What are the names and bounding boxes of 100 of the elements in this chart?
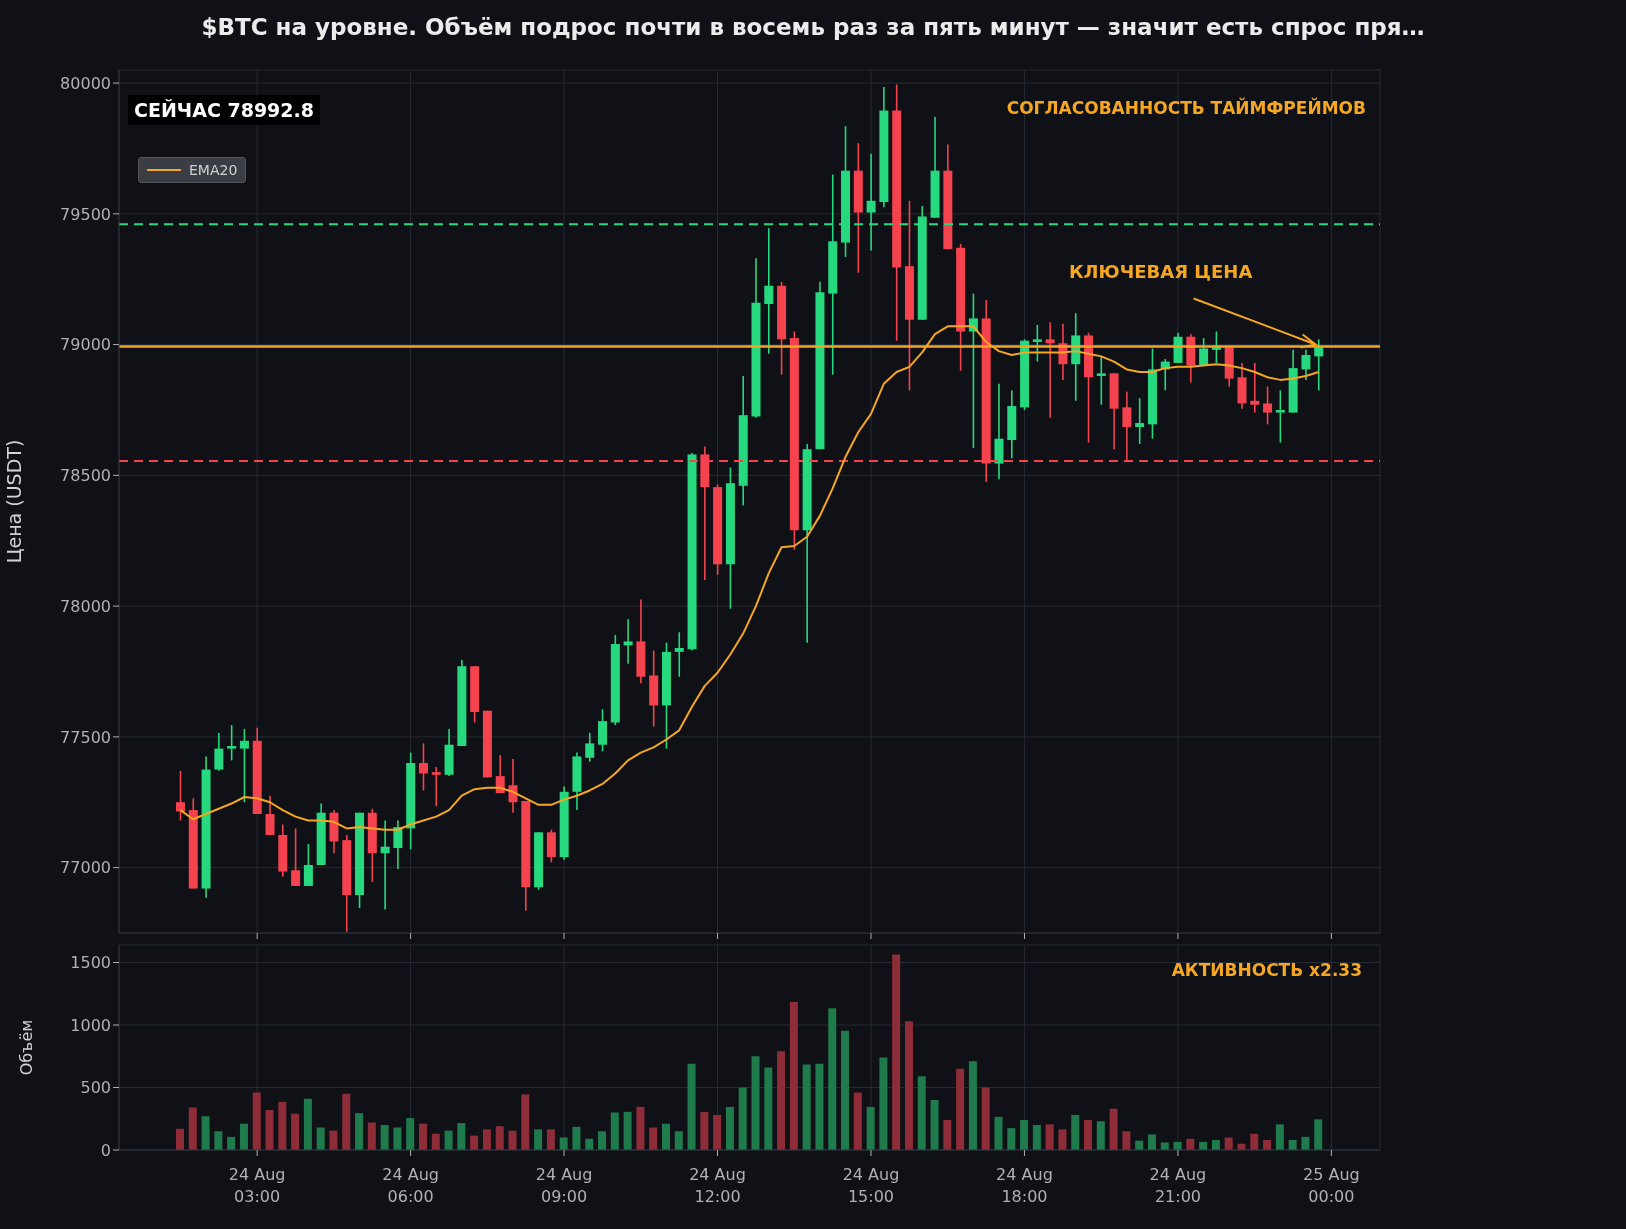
bar [738,1087,747,1150]
candlestick [175,770,185,822]
bar [457,1123,466,1150]
bar [329,1130,338,1150]
y-tick-label: 1500 [70,953,111,973]
bar [214,1131,223,1150]
bar [252,1092,261,1150]
x-tick-label: 24 Aug 21:00 [1149,1165,1207,1206]
candlestick [1045,321,1055,419]
candlestick [1096,355,1106,406]
bar [841,1030,850,1150]
bar [674,1131,683,1150]
bar [418,1123,427,1150]
candlestick [303,843,313,887]
candlestick [674,631,684,678]
candlestick [1032,324,1042,363]
bar [828,1008,837,1150]
bar [1109,1108,1118,1150]
bar [508,1130,517,1150]
bar [1211,1140,1220,1150]
bar [265,1110,274,1150]
y-tick-label: 80000 [60,73,111,93]
bar [725,1106,734,1150]
bar [470,1135,479,1150]
candlestick [393,819,403,870]
bar [1288,1140,1297,1150]
bar [367,1122,376,1150]
bar [649,1127,658,1150]
candlestick [1199,337,1209,367]
bar [239,1123,248,1150]
bar [342,1093,351,1150]
y-tick-label: 78500 [60,466,111,486]
candlestick [265,794,275,836]
bar [892,954,901,1150]
bar [994,1116,1003,1150]
bar [1007,1128,1016,1150]
bar [546,1129,555,1150]
bar [879,1057,888,1150]
bar [1058,1129,1067,1150]
y-tick-label: 79500 [60,204,111,224]
bar [393,1127,402,1150]
bar [802,1064,811,1150]
bar [917,1076,926,1150]
candlestick [1135,397,1145,445]
candlestick [431,766,441,807]
bar [981,1087,990,1150]
bar [175,1128,184,1150]
y-tick-label: 1000 [70,1015,111,1035]
bar [1122,1131,1131,1150]
bar [1032,1125,1041,1150]
bar [1147,1134,1156,1150]
bar [764,1067,773,1150]
bar [713,1115,722,1150]
candlestick [585,732,595,763]
x-tick-label: 24 Aug 18:00 [996,1165,1053,1206]
bar [431,1133,440,1150]
bar [904,1021,913,1150]
bar [636,1106,645,1150]
x-tick-label: 24 Aug 03:00 [228,1165,286,1206]
x-tick-label: 25 Aug 00:00 [1303,1165,1360,1206]
candlestick [1263,385,1273,426]
bar [815,1063,824,1150]
annotation: АКТИВНОСТЬ x2.33 [1171,960,1362,980]
bar [1071,1115,1080,1150]
bar [1301,1136,1310,1150]
bar [1020,1120,1029,1150]
bar [444,1130,453,1150]
bar [291,1113,300,1150]
candlestick [214,732,224,772]
candlestick [598,708,608,753]
bar [201,1116,210,1150]
bar [495,1126,504,1150]
chart-title: $BTC на уровне. Объём подрос почти в восемь раз за пять минут — значит есть спрос пря… [200,14,1426,40]
bar [227,1136,236,1150]
bar [598,1131,607,1150]
candlestick [380,819,390,911]
candlestick [1275,389,1285,444]
bar [866,1106,875,1150]
bar [687,1063,696,1150]
annotation: КЛЮЧЕВАЯ ЦЕНА [1068,261,1253,283]
candlestick [1301,349,1311,381]
x-tick-label: 24 Aug 12:00 [689,1165,746,1206]
annotation: СЕЙЧАС 78992.8 [128,95,320,125]
x-tick-label: 24 Aug 09:00 [535,1165,593,1206]
bar [380,1125,389,1150]
bar [930,1100,939,1150]
y-tick-label: 77000 [60,858,111,878]
bar [751,1056,760,1150]
bar [188,1107,197,1150]
bar [661,1123,670,1150]
bar [623,1111,632,1150]
bar [316,1127,325,1150]
y-axis-title: Объём [16,1019,36,1076]
candlestick [227,724,237,762]
candlestick [291,827,301,887]
bar [406,1118,415,1150]
bar [278,1101,287,1150]
bar [777,1051,786,1150]
bar [853,1092,862,1150]
bar [700,1111,709,1150]
